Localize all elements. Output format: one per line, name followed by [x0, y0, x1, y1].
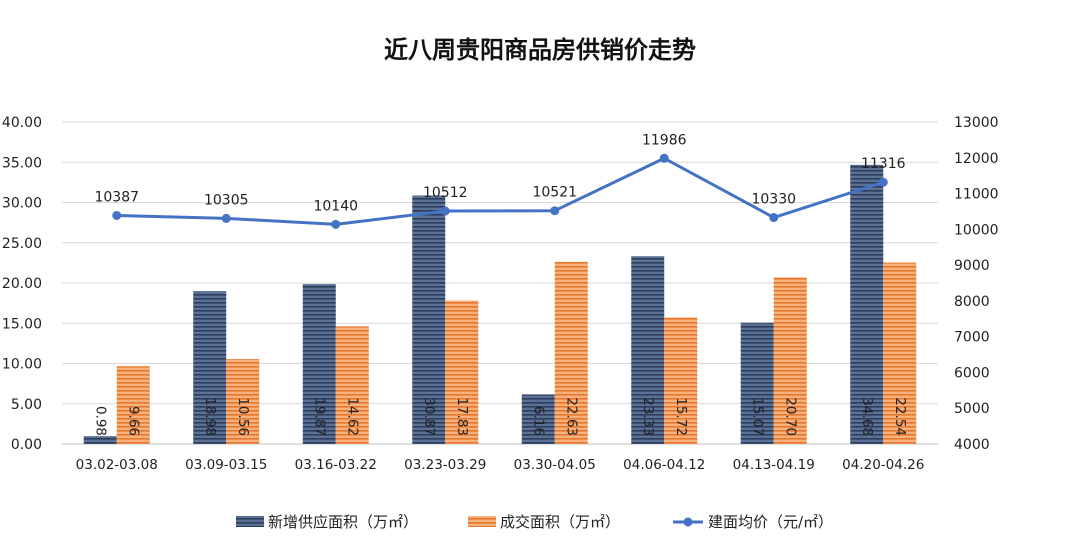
deal-bar: [226, 358, 260, 444]
x-tick-label: 03.02-03.08: [76, 457, 158, 473]
x-tick-label: 03.16-03.22: [295, 457, 377, 473]
legend-price-label: 建面均价（元/㎡）: [708, 513, 833, 531]
bar-value-label: 18.98: [202, 397, 218, 436]
supply-bar: [850, 164, 884, 445]
price-label: 10512: [423, 185, 468, 201]
legend-deal-label: 成交面积（万㎡）: [500, 513, 620, 531]
y-left-tick-label: 25.00: [2, 236, 42, 252]
y-right-tick-label: 8000: [954, 294, 990, 310]
bar-value-label: 6.16: [530, 406, 546, 436]
price-label: 11986: [642, 132, 687, 148]
supply-bar: [193, 291, 227, 444]
chart-title: 近八周贵阳商品房供销价走势: [384, 36, 696, 64]
legend-supply-label: 新增供应面积（万㎡）: [268, 513, 418, 531]
y-left-tick-label: 10.00: [2, 357, 42, 373]
y-right-tick-label: 7000: [954, 330, 990, 346]
y-right-tick-label: 11000: [954, 187, 999, 203]
y-right-tick-label: 12000: [954, 151, 999, 167]
bar-value-label: 19.87: [311, 397, 327, 436]
y-left-tick-label: 15.00: [2, 316, 42, 332]
y-left-tick-label: 40.00: [2, 115, 42, 131]
bar-value-label: 15.72: [673, 397, 689, 436]
supply-bar: [412, 195, 446, 444]
bar-value-label: 0.98: [92, 406, 108, 436]
y-right-tick-label: 4000: [954, 437, 990, 453]
x-tick-label: 03.30-04.05: [514, 457, 596, 473]
legend-supply-swatch: [236, 516, 264, 527]
supply-bar: [740, 322, 774, 444]
x-tick-label: 03.09-03.15: [185, 457, 267, 473]
price-label: 10387: [94, 189, 139, 205]
deal-bar: [664, 317, 698, 444]
y-left-tick-label: 20.00: [2, 276, 42, 292]
bar-value-label: 23.33: [640, 397, 656, 436]
bar-value-label: 20.70: [782, 397, 798, 436]
deal-bar: [445, 300, 479, 444]
price-label: 10521: [532, 185, 577, 201]
bar-value-label: 14.62: [344, 397, 360, 436]
bar-value-label: 30.87: [421, 397, 437, 436]
y-left-tick-label: 5.00: [11, 397, 42, 413]
y-left-tick-label: 35.00: [2, 155, 42, 171]
supply-bar: [631, 256, 665, 444]
price-label: 10305: [204, 192, 249, 208]
bar-value-label: 34.68: [859, 397, 875, 436]
price-point: [550, 206, 560, 216]
price-point: [221, 213, 231, 223]
legend-price-marker: [683, 517, 693, 527]
price-point: [659, 153, 669, 163]
supply-bar: [83, 436, 117, 444]
price-point: [112, 210, 122, 220]
y-right-tick-label: 9000: [954, 258, 990, 274]
price-point: [440, 206, 450, 216]
price-label: 10140: [313, 198, 358, 214]
bar-value-label: 15.07: [749, 397, 765, 436]
price-line: [116, 156, 884, 226]
legend-deal-swatch: [468, 516, 496, 527]
price-point: [331, 219, 341, 229]
x-tick-label: 04.06-04.12: [623, 457, 705, 473]
y-right-tick-label: 13000: [954, 115, 999, 131]
y-left-tick-label: 0.00: [11, 437, 42, 453]
bar-value-label: 22.54: [892, 397, 908, 436]
y-right-tick-label: 10000: [954, 222, 999, 238]
x-tick-label: 03.23-03.29: [404, 457, 486, 473]
y-left-tick-label: 30.00: [2, 196, 42, 212]
bar-value-label: 22.63: [563, 397, 579, 436]
deal-bar: [335, 326, 369, 444]
deal-bar: [554, 261, 588, 444]
y-right-tick-label: 6000: [954, 365, 990, 381]
supply-bar: [521, 394, 555, 444]
bar-value-label: 9.66: [125, 406, 141, 436]
price-label: 10330: [751, 192, 796, 208]
bar-value-label: 10.56: [235, 397, 251, 436]
x-tick-label: 04.13-04.19: [733, 457, 815, 473]
bar-value-label: 17.83: [454, 397, 470, 436]
price-point: [878, 177, 888, 187]
x-tick-label: 04.20-04.26: [842, 457, 924, 473]
deal-bar: [883, 262, 917, 444]
deal-bar: [773, 277, 807, 444]
supply-bar: [302, 284, 336, 444]
price-label: 11316: [861, 156, 906, 172]
deal-bar: [116, 366, 150, 444]
price-point: [769, 213, 779, 223]
y-right-tick-label: 5000: [954, 401, 990, 417]
